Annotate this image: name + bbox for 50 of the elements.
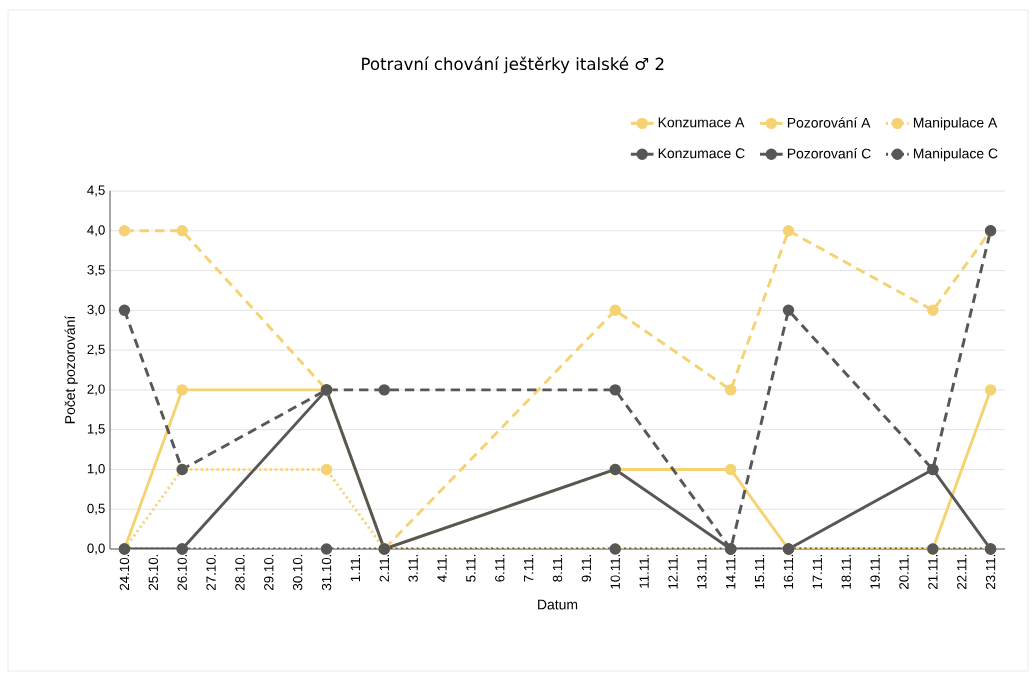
x-tick-label: 26.10.	[177, 554, 187, 590]
x-tick-label: 20.11.	[899, 554, 909, 589]
x-tick-label: 6.11.	[495, 554, 505, 582]
x-tick-label: 13.11.	[697, 554, 707, 589]
y-tick-label: 3,5	[87, 265, 105, 277]
x-tick-label: 2.11.	[379, 554, 389, 582]
x-tick-label: 17.11.	[812, 554, 822, 589]
y-tick-label: 1,0	[87, 463, 105, 475]
x-tick-label: 31.10.	[321, 554, 332, 591]
x-tick-label: 21.11.	[928, 554, 938, 589]
x-tick-label: 9.11.	[581, 554, 592, 582]
x-tick-label: 30.10.	[292, 554, 303, 591]
x-tick-label: 22.11.	[957, 554, 967, 589]
legend-label: Konzumace C	[658, 148, 745, 159]
y-tick-label: 2,0	[87, 384, 105, 396]
x-tick-label: 24.10.	[119, 554, 130, 590]
y-tick-label: 0,5	[87, 503, 105, 515]
x-tick-label: 3.11.	[408, 554, 418, 582]
x-tick-label: 15.11.	[754, 554, 765, 589]
x-tick-label: 11.11.	[639, 554, 649, 588]
legend-label: Manipulace A	[913, 117, 998, 131]
y-tick-label: 2,5	[87, 344, 105, 356]
x-tick-label: 1.11.	[350, 554, 360, 582]
x-tick-label: 25.10.	[148, 554, 159, 590]
y-tick-label: 1,5	[87, 424, 105, 436]
x-tick-label: 5.11.	[466, 554, 476, 582]
x-tick-label: 8.11.	[552, 554, 563, 582]
y-tick-label: 4,5	[87, 185, 105, 197]
legend-label: Konzumace A	[658, 117, 745, 128]
x-tick-label: 10.11.	[610, 554, 620, 589]
x-tick-label: 16.11.	[783, 554, 794, 589]
x-tick-label: 12.11.	[668, 554, 678, 589]
x-tick-label: 19.11.	[870, 554, 880, 589]
x-tick-label: 7.11.	[524, 554, 534, 582]
x-tick-label: 27.10.	[206, 554, 216, 590]
y-tick-label: 3,0	[87, 304, 105, 316]
y-tick-label: 0,0	[87, 543, 105, 555]
x-tick-label: 29.10.	[264, 554, 274, 590]
legend-label: Manipulace C	[913, 148, 998, 162]
legend-label: Pozorovaní C	[787, 148, 871, 159]
legend-label: Pozorování A	[787, 117, 871, 128]
y-tick-label: 4,0	[87, 225, 105, 237]
x-tick-label: 18.11.	[841, 554, 851, 589]
x-tick-label: 23.11.	[985, 554, 996, 589]
x-tick-label: 14.11.	[726, 554, 736, 589]
x-axis-title: Datum	[538, 599, 578, 610]
x-tick-label: 28.10.	[235, 554, 245, 590]
y-axis-title: Počet pozorování	[64, 315, 78, 424]
x-tick-label: 4.11.	[437, 554, 447, 582]
chart-title: Potravní chování ještěrky italské ♂ 2	[362, 56, 664, 74]
